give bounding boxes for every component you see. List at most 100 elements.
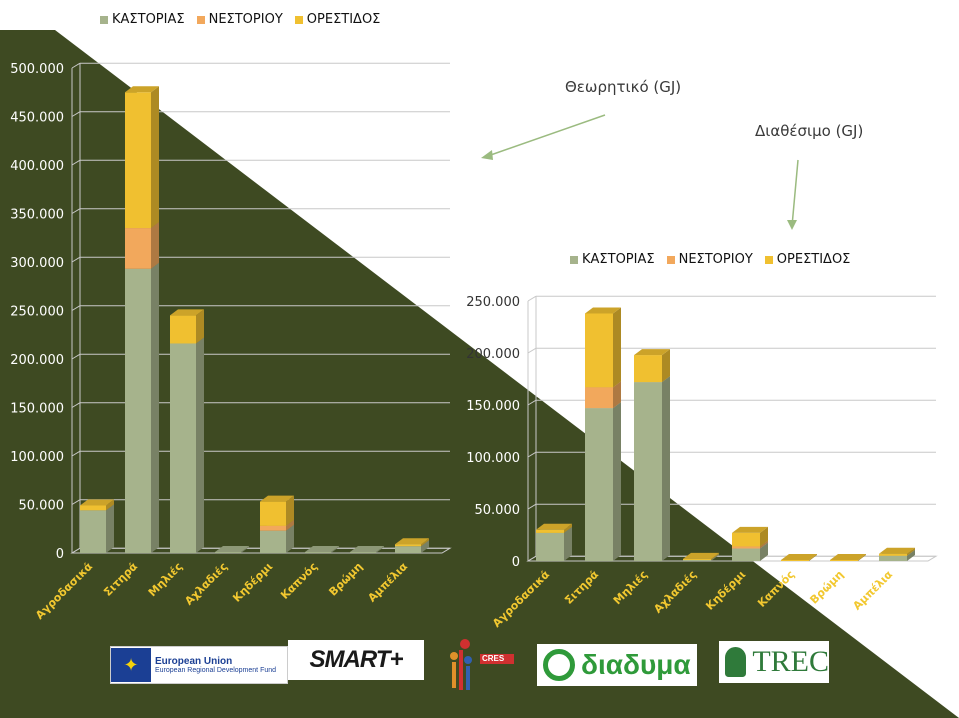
bar-side-kastorias xyxy=(907,549,915,561)
grid-diag-1 xyxy=(527,347,537,354)
legend-item-orestidos: ΟΡΕΣΤΙΔΟΣ xyxy=(764,252,850,267)
bulb-icon xyxy=(725,647,747,677)
bar-side-orestidos xyxy=(286,495,294,526)
y-tick-label: 300.000 xyxy=(10,256,64,271)
bar-side-kastorias xyxy=(151,262,159,553)
bar-kastorias xyxy=(395,546,421,553)
grid-diag-0 xyxy=(71,111,81,117)
y-tick-label: 500.000 xyxy=(10,62,64,77)
legend-bottom: ΚΑΣΤΟΡΙΑΣ ΝΕΣΤΟΡΙΟΥ ΟΡΕΣΤΙΔΟΣ xyxy=(570,252,862,267)
bar-side-kastorias xyxy=(376,546,384,553)
bar-top-orestidos xyxy=(170,309,204,316)
legend-item-kastorias: ΚΑΣΤΟΡΙΑΣ xyxy=(570,252,655,267)
smart-plus-logo: SMART+ xyxy=(288,640,424,680)
trec-logo: TREC xyxy=(719,641,829,683)
grid-diag-1 xyxy=(527,399,537,406)
bar-side-kastorias xyxy=(331,546,339,553)
bar-kastorias xyxy=(732,548,760,561)
y-tick-label: 450.000 xyxy=(10,111,64,126)
bar-side-kastorias xyxy=(421,540,429,553)
arrow-head-available xyxy=(787,220,797,230)
bar-kastorias xyxy=(683,559,711,561)
bar-top-orestidos xyxy=(585,307,621,314)
y-tick-label: 400.000 xyxy=(10,159,64,174)
bar-kastorias xyxy=(879,555,907,561)
y-tick-label: 100.000 xyxy=(466,451,520,466)
bar-top-orestidos xyxy=(395,538,429,545)
legend-item-nestoriou: ΝΕΣΤΟΡΙΟΥ xyxy=(666,252,753,267)
bar-side-kastorias xyxy=(613,402,621,561)
diadyma-ring-icon xyxy=(543,649,575,681)
grid-diag-0 xyxy=(71,62,81,69)
bar-orestidos xyxy=(634,355,662,383)
bar-orestidos xyxy=(395,544,421,547)
bar-side-nestoriou xyxy=(151,222,159,269)
bar-side-orestidos xyxy=(151,86,159,229)
bar-orestidos xyxy=(585,313,613,388)
y-tick-label: 150.000 xyxy=(10,402,64,417)
bar-nestoriou xyxy=(260,525,286,531)
bar-side-nestoriou xyxy=(613,381,621,409)
bar-side-kastorias xyxy=(711,553,719,561)
bar-top-orestidos xyxy=(80,499,114,506)
bar-kastorias xyxy=(305,552,331,554)
legend-item-nestoriou: ΝΕΣΤΟΡΙΟΥ xyxy=(196,12,283,27)
grid-diag-0 xyxy=(71,499,81,505)
bar-side-orestidos xyxy=(858,553,866,561)
y-tick-label: 0 xyxy=(56,547,64,562)
cres-people-icon xyxy=(450,639,514,690)
annotation-theoretical: Θεωρητικό (GJ) xyxy=(565,78,682,96)
y-tick-label: 150.000 xyxy=(466,399,520,414)
bar-top-kastorias xyxy=(215,546,249,553)
cres-logo: CRES xyxy=(440,638,520,696)
bar-orestidos xyxy=(536,529,564,533)
grid-diag-0 xyxy=(71,256,81,263)
bar-nestoriou xyxy=(125,228,151,269)
legend-item-kastorias: ΚΑΣΤΟΡΙΑΣ xyxy=(100,12,185,27)
bar-orestidos xyxy=(683,558,711,560)
bar-side-kastorias xyxy=(564,526,572,561)
bar-side-kastorias xyxy=(286,524,294,553)
eu-logo: ✦ European Union European Regional Devel… xyxy=(110,646,288,684)
grid-diag-1 xyxy=(527,451,537,458)
bar-kastorias xyxy=(170,343,196,553)
grid-diag-1 xyxy=(527,295,537,302)
y-tick-label: 100.000 xyxy=(10,450,64,465)
bar-top-orestidos xyxy=(879,547,915,554)
bar-kastorias xyxy=(536,532,564,561)
y-tick-label: 250.000 xyxy=(466,295,520,310)
grid-diag-0 xyxy=(71,353,81,360)
bar-orestidos xyxy=(260,501,286,526)
bar-kastorias xyxy=(350,552,376,554)
grid-diag-0 xyxy=(71,305,81,311)
bar-side-orestidos xyxy=(106,499,114,511)
bar-nestoriou xyxy=(732,546,760,549)
grid-diag-0 xyxy=(71,208,81,214)
grid-diag-0 xyxy=(71,450,81,457)
bar-orestidos xyxy=(879,553,907,556)
bar-kastorias xyxy=(215,552,241,554)
annotation-available: Διαθέσιμο (GJ) xyxy=(755,122,864,140)
bar-top-kastorias xyxy=(350,546,384,553)
y-tick-label: 200.000 xyxy=(466,347,520,362)
y-tick-label: 200.000 xyxy=(10,353,64,368)
grid-diag-1 xyxy=(527,503,537,510)
bar-orestidos xyxy=(80,505,106,511)
bar-orestidos xyxy=(781,559,809,561)
bar-kastorias xyxy=(634,382,662,561)
bar-side-orestidos xyxy=(760,526,768,547)
bar-side-orestidos xyxy=(711,552,719,560)
bar-top-orestidos xyxy=(683,552,719,559)
bar-orestidos xyxy=(732,532,760,547)
bar-side-orestidos xyxy=(613,307,621,388)
diadyma-logo: διαδυμα xyxy=(537,644,697,686)
bar-side-orestidos xyxy=(196,309,204,344)
bar-top-kastorias xyxy=(305,546,339,553)
y-tick-label: 0 xyxy=(512,555,520,570)
bar-kastorias xyxy=(80,510,106,553)
bar-side-kastorias xyxy=(241,546,249,553)
arrow-available xyxy=(791,159,799,227)
bar-top-orestidos xyxy=(125,86,159,93)
bar-nestoriou xyxy=(585,387,613,409)
